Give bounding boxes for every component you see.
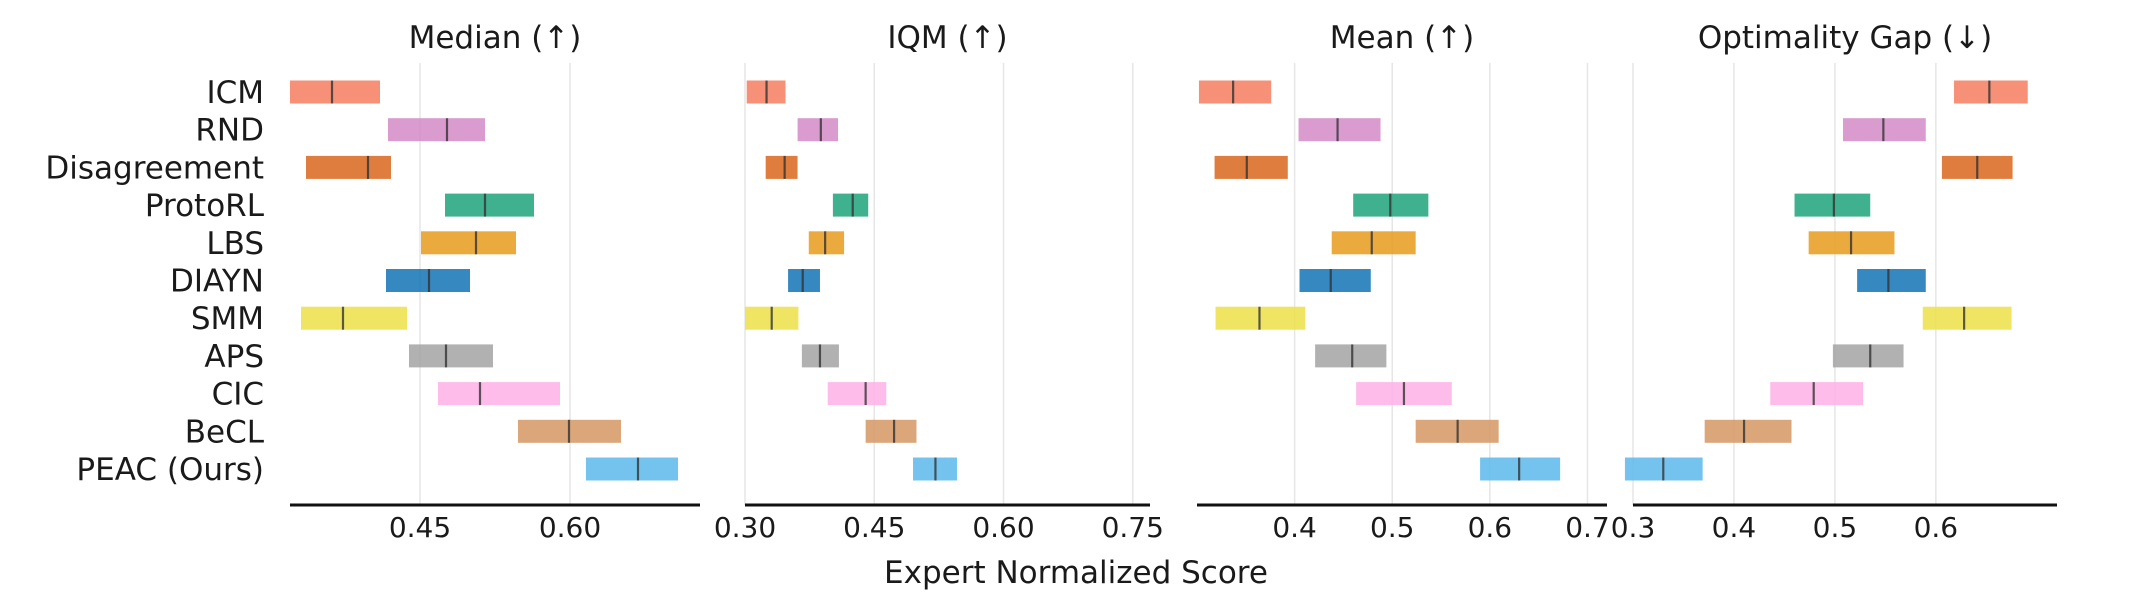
interval-bar — [438, 382, 560, 406]
interval-bar — [1214, 155, 1288, 179]
method-label: RND — [195, 113, 264, 149]
x-axis-label: Expert Normalized Score — [884, 555, 1268, 591]
panel-title: Mean (↑) — [1330, 20, 1474, 56]
tick-label: 0.60 — [972, 511, 1034, 544]
panel-title: Median (↑) — [409, 20, 582, 56]
interval-bar — [865, 419, 917, 443]
interval-bar — [409, 344, 493, 368]
tick-label: 0.5 — [1370, 511, 1415, 544]
interval-bar — [1298, 118, 1381, 142]
interval-bar — [445, 193, 534, 217]
method-label: DIAYN — [170, 264, 264, 300]
panel-1: IQM (↑) 0.30 0.45 0.60 0.75 — [714, 20, 1164, 544]
tick-label: 0.60 — [539, 511, 601, 544]
tick-label: 0.4 — [1272, 511, 1317, 544]
tick-label: 0.75 — [1102, 511, 1164, 544]
interval-bar — [765, 155, 798, 179]
interval-bar — [1857, 269, 1926, 292]
tick-label: 0.5 — [1813, 511, 1858, 544]
interval-bar — [1770, 382, 1864, 406]
method-label: APS — [204, 339, 264, 375]
method-label: Disagreement — [45, 150, 264, 186]
interval-bar — [301, 306, 407, 330]
panel-2: Mean (↑) 0.4 0.5 0.6 0.7 — [1197, 20, 1610, 544]
interval-bar — [797, 118, 839, 142]
method-label: ProtoRL — [145, 188, 265, 224]
interval-bar — [306, 155, 391, 179]
method-label: ICM — [206, 75, 264, 111]
interval-bar — [808, 231, 845, 255]
tick-label: 0.4 — [1712, 511, 1757, 544]
interval-bar — [1198, 80, 1272, 104]
panel-title: IQM (↑) — [887, 20, 1007, 56]
interval-bar — [832, 193, 869, 217]
method-label: LBS — [206, 226, 264, 262]
interval-bar — [788, 269, 820, 292]
method-label: CIC — [212, 377, 264, 413]
panel-0: Median (↑) 0.45 0.60 — [290, 20, 700, 544]
tick-label: 0.6 — [1914, 511, 1959, 544]
panel-3: Optimality Gap (↓) 0.3 0.4 0.5 0.6 — [1611, 20, 2057, 544]
method-label: BeCL — [185, 414, 265, 450]
interval-bar — [1954, 80, 2028, 104]
tick-label: 0.7 — [1565, 511, 1610, 544]
panel-title: Optimality Gap (↓) — [1698, 20, 1992, 56]
interval-bar — [388, 118, 485, 142]
interval-bar — [827, 382, 887, 406]
tick-label: 0.30 — [714, 511, 776, 544]
interval-bar — [586, 457, 678, 481]
interval-bar — [421, 231, 516, 255]
method-label: PEAC (Ours) — [76, 452, 264, 488]
tick-label: 0.45 — [843, 511, 905, 544]
interval-bar — [1832, 344, 1904, 368]
method-label: SMM — [191, 301, 264, 337]
interval-bar — [1704, 419, 1792, 443]
interval-bar — [1794, 193, 1871, 217]
tick-label: 0.45 — [389, 511, 451, 544]
interval-bar — [1299, 269, 1371, 292]
interval-bar — [1315, 344, 1387, 368]
tick-label: 0.6 — [1468, 511, 1513, 544]
interval-bar — [1331, 231, 1416, 255]
interval-bar — [1922, 306, 2012, 330]
interval-bar — [290, 80, 380, 104]
tick-label: 0.3 — [1611, 511, 1656, 544]
